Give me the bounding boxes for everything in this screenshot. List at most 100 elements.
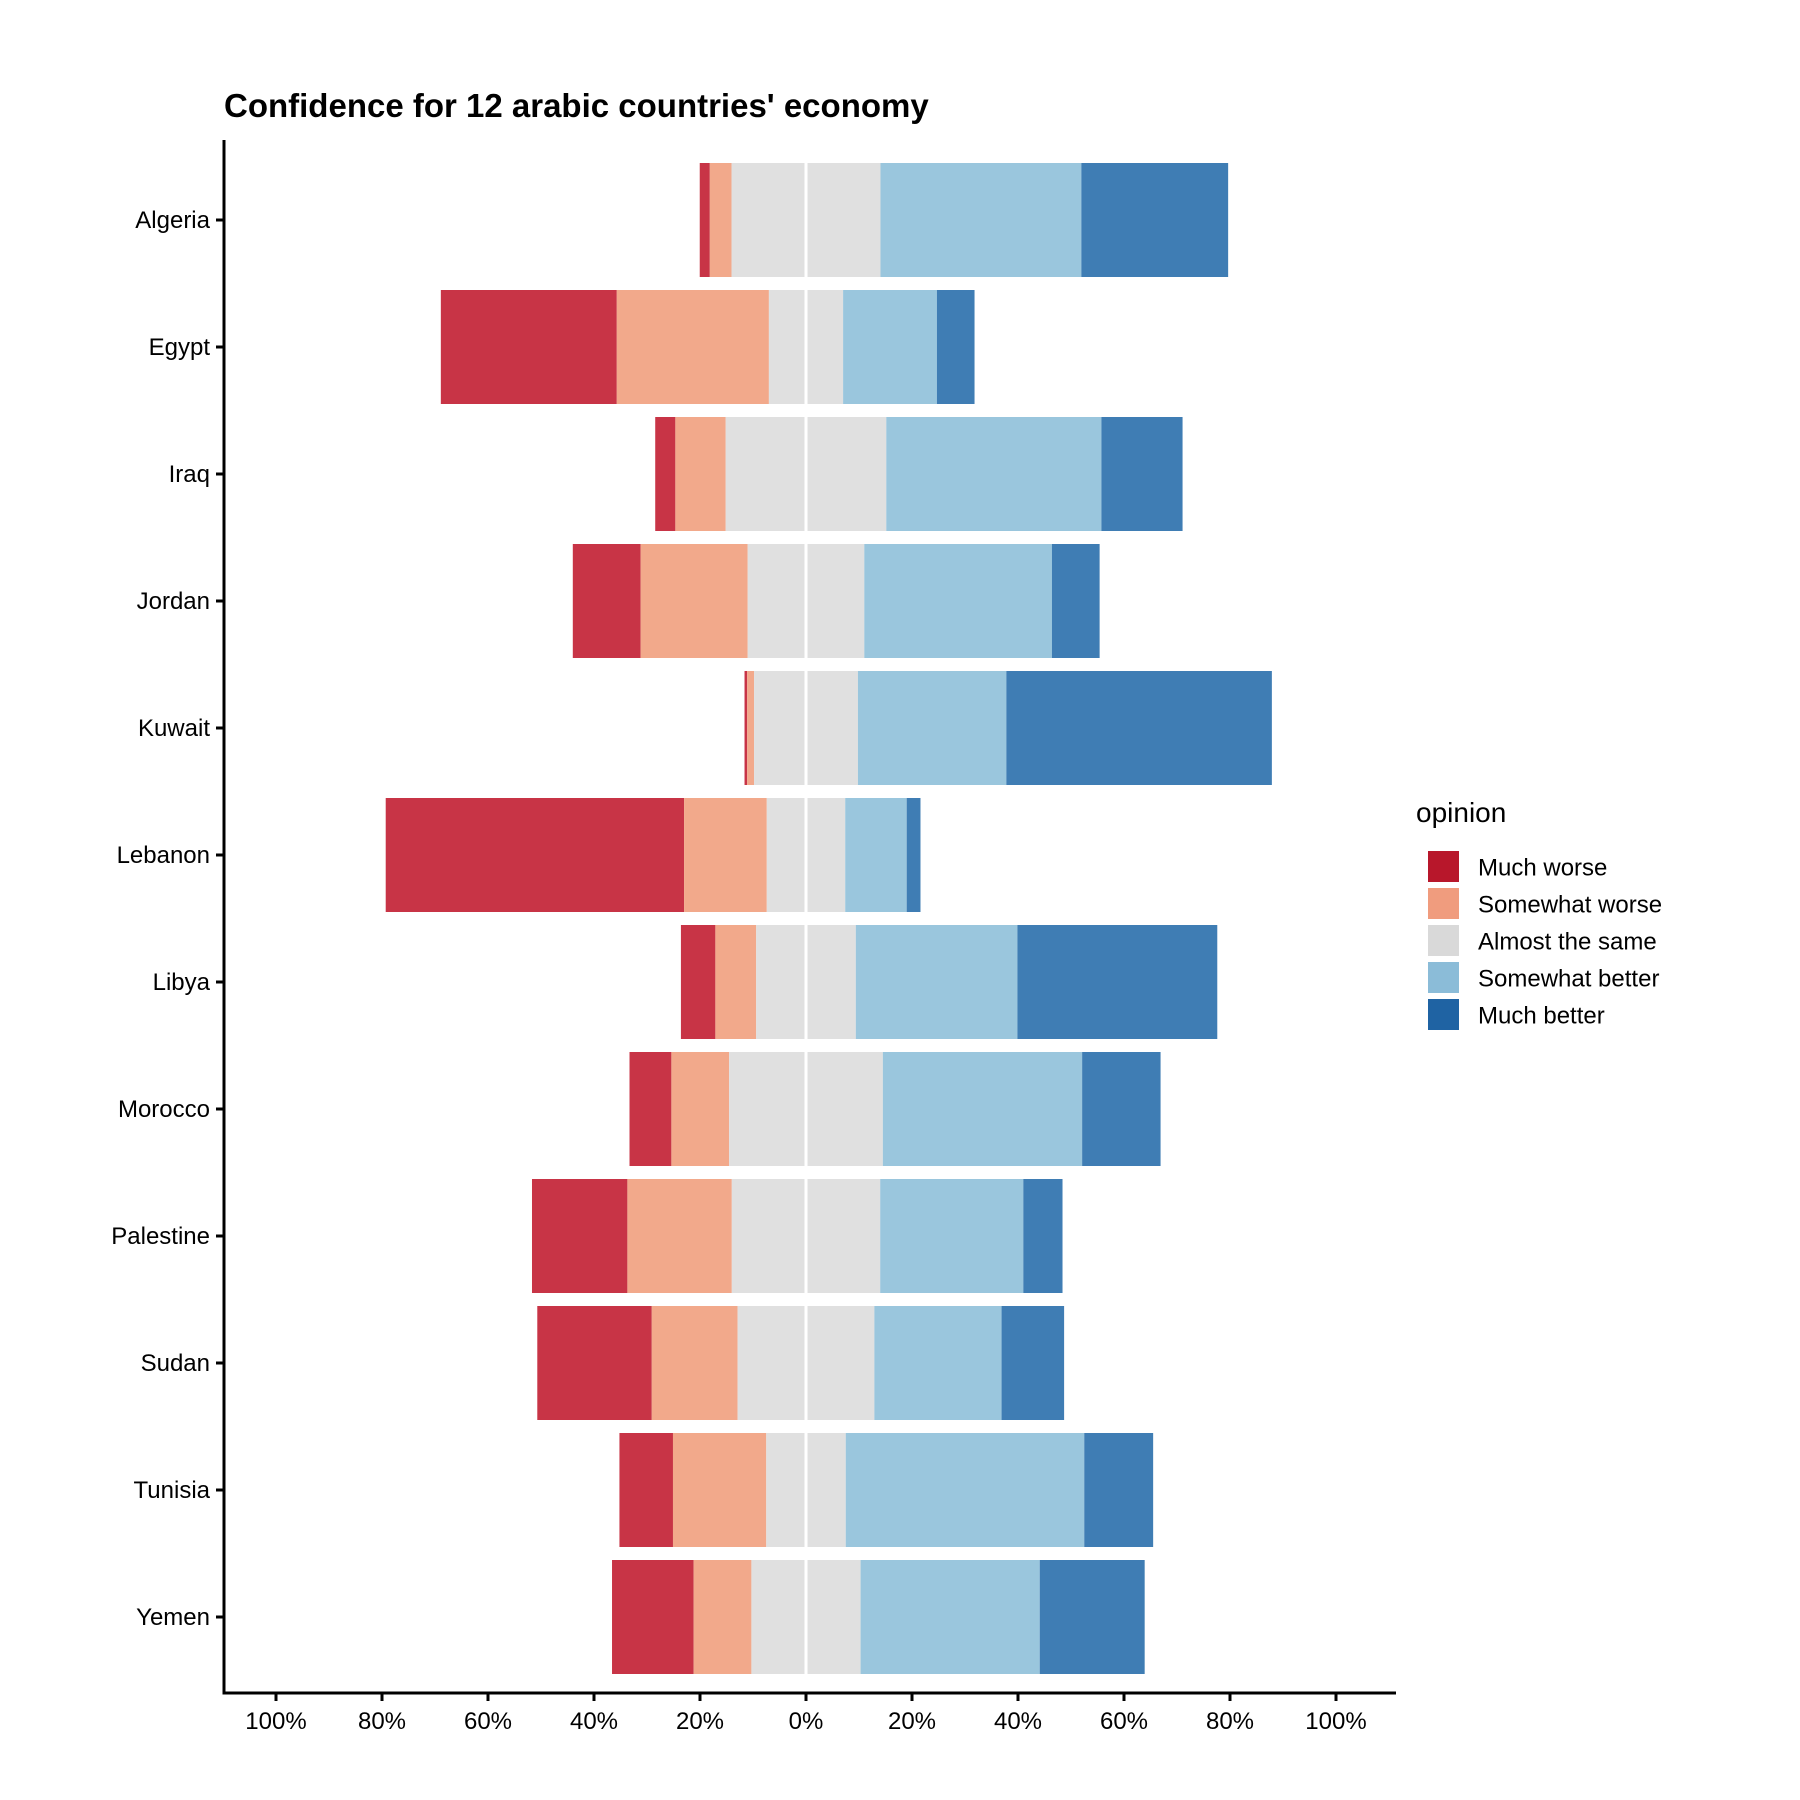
bar-algeria-somewhat-worse	[709, 163, 732, 277]
y-tick-label-libya: Libya	[153, 969, 211, 996]
bar-kuwait-somewhat-better	[857, 671, 1007, 785]
legend-label-much-better: Much better	[1478, 1003, 1605, 1030]
bar-palestine-much-worse	[531, 1179, 628, 1293]
bar-egypt-much-better	[936, 290, 975, 404]
legend-label-much-worse: Much worse	[1478, 855, 1607, 882]
bar-jordan-somewhat-better	[864, 544, 1052, 658]
legend: opinion Much worse Somewhat worse Almost t…	[1416, 797, 1662, 1030]
bar-tunisia-much-better	[1084, 1433, 1154, 1547]
bar-kuwait-much-better	[1006, 671, 1272, 785]
x-tick-label: 80%	[358, 1708, 406, 1735]
x-tick-label: 100%	[245, 1708, 306, 1735]
bar-kuwait-somewhat-worse	[747, 671, 755, 785]
bar-libya-much-worse	[680, 925, 716, 1039]
bar-jordan-much-worse	[572, 544, 641, 658]
bar-yemen-somewhat-worse	[693, 1560, 752, 1674]
bars-layer	[385, 163, 1272, 1674]
bar-sudan-somewhat-better	[874, 1306, 1002, 1420]
y-tick-label-egypt: Egypt	[149, 334, 211, 361]
legend-title: opinion	[1416, 797, 1506, 828]
bar-jordan-somewhat-worse	[640, 544, 748, 658]
bar-lebanon-much-worse	[385, 798, 685, 912]
bar-egypt-somewhat-worse	[616, 290, 769, 404]
bar-group-sudan	[537, 1306, 1065, 1420]
legend-key-much-worse	[1428, 851, 1459, 882]
bar-group-palestine	[531, 1179, 1063, 1293]
y-tick-label-tunisia: Tunisia	[134, 1477, 211, 1504]
legend-label-somewhat-worse: Somewhat worse	[1478, 892, 1662, 919]
bar-group-algeria	[699, 163, 1229, 277]
bar-group-yemen	[612, 1560, 1145, 1674]
bar-sudan-much-worse	[537, 1306, 652, 1420]
y-tick-label-sudan: Sudan	[141, 1350, 210, 1377]
legend-label-almost-the-same: Almost the same	[1478, 929, 1657, 956]
bar-tunisia-somewhat-worse	[672, 1433, 767, 1547]
bar-algeria-much-better	[1081, 163, 1229, 277]
bar-iraq-somewhat-better	[886, 417, 1102, 531]
legend-key-much-better	[1428, 999, 1459, 1030]
bar-lebanon-much-better	[906, 798, 921, 912]
x-tick-label: 80%	[1206, 1708, 1254, 1735]
bar-algeria-somewhat-better	[880, 163, 1082, 277]
y-tick-label-morocco: Morocco	[118, 1096, 210, 1123]
bar-tunisia-somewhat-better	[845, 1433, 1085, 1547]
bar-lebanon-somewhat-better	[845, 798, 907, 912]
bar-tunisia-much-worse	[619, 1433, 673, 1547]
bar-group-iraq	[655, 417, 1183, 531]
x-tick-label: 20%	[676, 1708, 724, 1735]
x-tick-label: 40%	[994, 1708, 1042, 1735]
bar-libya-somewhat-worse	[715, 925, 757, 1039]
legend-key-almost-the-same	[1428, 925, 1459, 956]
bar-morocco-much-worse	[629, 1052, 672, 1166]
bar-palestine-somewhat-better	[880, 1179, 1024, 1293]
bar-iraq-much-better	[1101, 417, 1183, 531]
y-tick-label-algeria: Algeria	[135, 207, 210, 234]
x-tick-label: 60%	[464, 1708, 512, 1735]
x-tick-label: 40%	[570, 1708, 618, 1735]
x-tick-label: 60%	[1100, 1708, 1148, 1735]
bar-group-morocco	[629, 1052, 1161, 1166]
bar-morocco-somewhat-worse	[671, 1052, 730, 1166]
bar-sudan-much-better	[1001, 1306, 1065, 1420]
bar-iraq-much-worse	[655, 417, 676, 531]
bar-jordan-much-better	[1051, 544, 1100, 658]
bar-group-egypt	[440, 290, 975, 404]
bar-yemen-somewhat-better	[860, 1560, 1040, 1674]
bar-yemen-much-better	[1039, 1560, 1145, 1674]
chart-title: Confidence for 12 arabic countries' econ…	[224, 87, 929, 124]
bar-lebanon-somewhat-worse	[684, 798, 767, 912]
x-tick-label: 20%	[888, 1708, 936, 1735]
bar-kuwait-much-worse	[744, 671, 748, 785]
y-tick-label-kuwait: Kuwait	[138, 715, 210, 742]
legend-label-somewhat-better: Somewhat better	[1478, 966, 1659, 993]
bar-group-lebanon	[385, 798, 921, 912]
y-tick-label-iraq: Iraq	[169, 461, 210, 488]
bar-group-tunisia	[619, 1433, 1154, 1547]
bar-libya-much-better	[1017, 925, 1218, 1039]
bar-algeria-much-worse	[699, 163, 710, 277]
x-tick-label: 100%	[1305, 1708, 1366, 1735]
y-tick-label-palestine: Palestine	[111, 1223, 210, 1250]
bar-egypt-somewhat-better	[843, 290, 937, 404]
bar-palestine-much-better	[1023, 1179, 1063, 1293]
bar-group-libya	[680, 925, 1218, 1039]
bar-sudan-somewhat-worse	[651, 1306, 738, 1420]
bar-morocco-somewhat-better	[882, 1052, 1083, 1166]
legend-key-somewhat-better	[1428, 962, 1459, 993]
y-tick-label-yemen: Yemen	[136, 1604, 210, 1631]
y-tick-label-jordan: Jordan	[137, 588, 210, 615]
bar-group-kuwait	[744, 671, 1272, 785]
bar-group-jordan	[572, 544, 1100, 658]
x-tick-label: 0%	[789, 1708, 824, 1735]
y-axis: Algeria Egypt Iraq Jordan Kuwait Lebanon Libya…	[111, 140, 226, 1695]
y-tick-label-lebanon: Lebanon	[117, 842, 210, 869]
bar-morocco-much-better	[1082, 1052, 1161, 1166]
bar-palestine-somewhat-worse	[627, 1179, 732, 1293]
bar-yemen-much-worse	[612, 1560, 694, 1674]
legend-key-somewhat-worse	[1428, 888, 1459, 919]
bar-iraq-somewhat-worse	[675, 417, 726, 531]
bar-libya-somewhat-better	[855, 925, 1018, 1039]
bar-egypt-much-worse	[440, 290, 617, 404]
x-axis: 100% 80% 60% 40% 20% 0% 20% 40% 60% 80% 100%	[222, 1691, 1396, 1735]
